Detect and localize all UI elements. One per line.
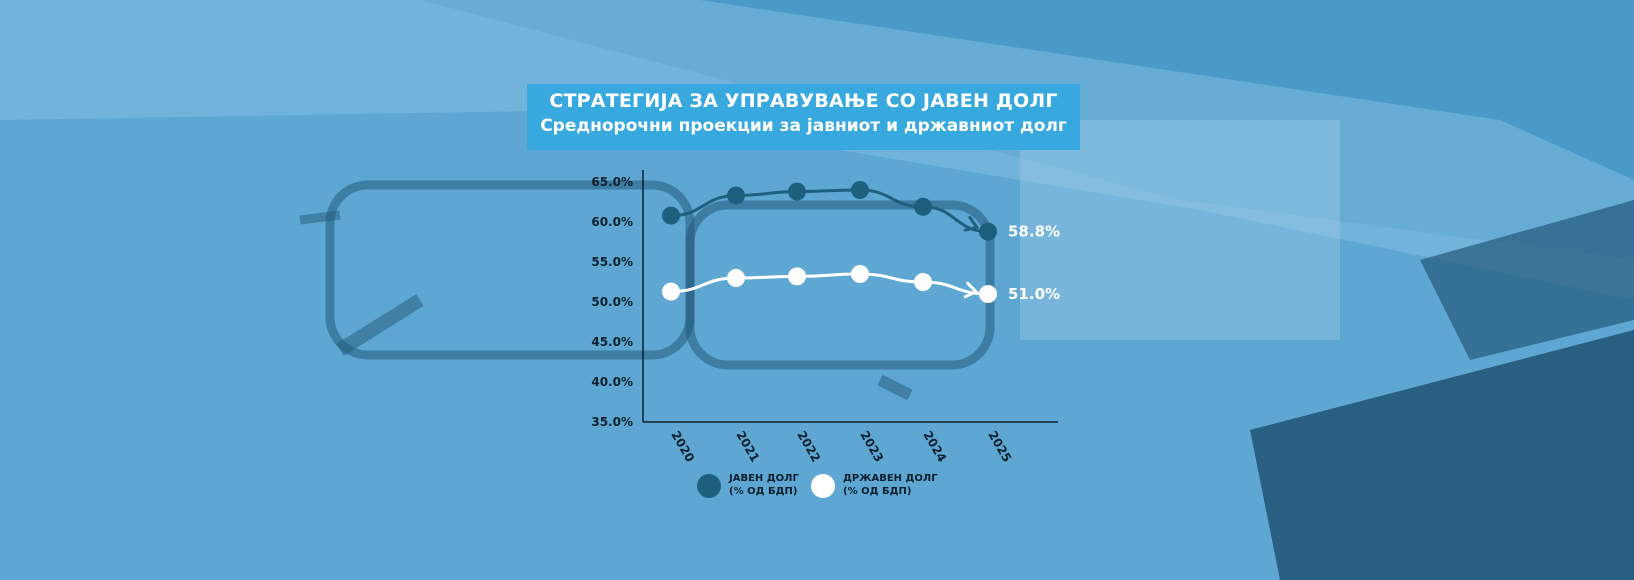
end-value-label: 58.8%: [1008, 223, 1060, 241]
legend-item-public-debt: ЈАВЕН ДОЛГ (% ОД БДП): [697, 472, 799, 498]
y-tick-label: 40.0%: [591, 375, 633, 389]
data-point-end: [979, 222, 997, 241]
legend-line-1: ДРЖАВЕН ДОЛГ: [843, 473, 938, 484]
legend-marker-state-debt: [811, 474, 835, 498]
x-tick-label: 2023: [857, 429, 886, 465]
end-value-label: 51.0%: [1008, 285, 1060, 303]
y-tick-label: 35.0%: [591, 415, 633, 429]
data-point: [662, 206, 680, 225]
legend-marker-public-debt: [697, 474, 721, 498]
y-tick-label: 65.0%: [591, 175, 633, 189]
series-arrow-1: [963, 281, 979, 299]
x-tick-label: 2025: [985, 429, 1014, 465]
chart-subtitle: Среднорочни проекции за јавниот и државн…: [540, 116, 1067, 136]
series-line-1: [670, 272, 989, 296]
data-point: [914, 197, 932, 216]
y-tick-label: 50.0%: [591, 295, 633, 309]
data-point: [851, 265, 869, 283]
legend-label-public-debt: ЈАВЕН ДОЛГ (% ОД БДП): [729, 472, 799, 498]
x-tick-label: 2020: [668, 429, 697, 465]
data-point: [727, 186, 745, 205]
y-tick-label: 60.0%: [591, 215, 633, 229]
x-tick-label: 2022: [794, 429, 823, 465]
series-arrow-0: [963, 215, 980, 232]
legend-line-2: (% ОД БДП): [729, 486, 798, 497]
chart-title: СТРАТЕГИЈА ЗА УПРАВУВАЊЕ СО ЈАВЕН ДОЛГ: [549, 90, 1058, 112]
y-tick-label: 45.0%: [591, 335, 633, 349]
data-point: [851, 181, 869, 199]
series-line-0: [670, 188, 989, 234]
legend-line-1: ЈАВЕН ДОЛГ: [729, 473, 799, 484]
x-tick-label: 2021: [733, 429, 762, 465]
data-point: [914, 273, 932, 291]
y-tick-label: 55.0%: [591, 255, 633, 269]
x-tick-label: 2024: [920, 429, 949, 465]
data-point-end: [979, 285, 997, 303]
legend-item-state-debt: ДРЖАВЕН ДОЛГ (% ОД БДП): [811, 472, 938, 498]
title-banner: СТРАТЕГИЈА ЗА УПРАВУВАЊЕ СО ЈАВЕН ДОЛГ С…: [527, 84, 1080, 150]
legend-label-state-debt: ДРЖАВЕН ДОЛГ (% ОД БДП): [843, 472, 938, 498]
data-point: [788, 182, 806, 201]
data-point: [727, 269, 745, 287]
data-point: [662, 282, 680, 301]
legend-line-2: (% ОД БДП): [843, 486, 912, 497]
data-point: [788, 267, 806, 286]
